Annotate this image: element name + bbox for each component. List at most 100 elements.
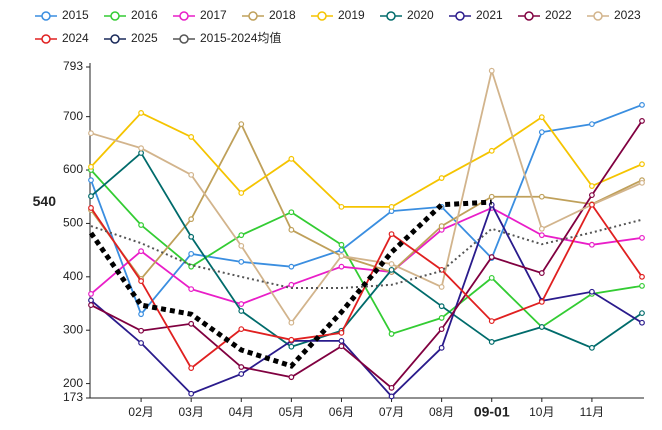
data-point: [538, 232, 545, 239]
legend-item: 2016: [104, 8, 158, 22]
legend-label: 2018: [269, 8, 296, 22]
data-point: [488, 147, 495, 154]
series-line: [90, 67, 643, 325]
data-point: [639, 234, 645, 241]
data-point: [338, 343, 345, 350]
x-tick-label: 11月: [580, 405, 604, 419]
data-point: [388, 261, 395, 267]
data-point: [538, 114, 545, 121]
current-value-label: 540: [33, 193, 57, 209]
data-point: [238, 326, 245, 333]
legend-marker: [110, 11, 120, 21]
data-point: [438, 326, 445, 333]
data-point: [138, 340, 144, 346]
data-point: [238, 308, 245, 314]
series-line: [90, 151, 643, 349]
data-point: [188, 286, 195, 292]
y-tick-label: 200: [63, 376, 83, 390]
x-tick-label: 09-01: [474, 404, 510, 420]
legend-label: 2016: [131, 8, 158, 22]
data-point: [589, 344, 595, 351]
data-point: [238, 232, 245, 239]
legend-item: 2020: [380, 8, 434, 22]
data-point: [238, 371, 245, 377]
series-line: [90, 218, 643, 290]
legend-item: 2019: [311, 8, 365, 22]
data-point: [488, 339, 495, 345]
legend-marker: [179, 34, 189, 44]
data-point: [138, 278, 144, 284]
data-point: [288, 155, 295, 162]
data-point: [88, 297, 94, 304]
data-point: [188, 134, 195, 140]
data-point: [238, 190, 245, 196]
data-point: [589, 201, 595, 208]
x-tick-label: 04月: [229, 405, 254, 419]
data-point: [88, 205, 94, 211]
data-point: [288, 263, 295, 270]
data-point: [388, 331, 395, 337]
legend-item: 2015-2024均值: [173, 30, 281, 45]
data-point: [238, 364, 245, 370]
data-point: [388, 203, 395, 210]
legend-marker: [248, 11, 258, 21]
y-tick-label: 300: [63, 322, 83, 336]
series-line: [90, 104, 643, 316]
data-point: [589, 183, 595, 189]
data-point: [488, 318, 495, 325]
legend-marker: [317, 11, 327, 21]
legend-marker: [593, 11, 603, 21]
data-point: [589, 241, 595, 248]
legend-label: 2015-2024均值: [200, 30, 281, 45]
data-point: [138, 150, 144, 156]
x-tick-label: 05月: [279, 405, 304, 419]
legend-item: 2024: [35, 31, 89, 45]
legend-marker: [41, 11, 51, 21]
data-point: [288, 319, 295, 326]
data-point: [288, 209, 295, 216]
data-point: [538, 193, 545, 200]
data-point: [288, 226, 295, 233]
data-point: [639, 102, 645, 108]
x-tick-label: 06月: [329, 405, 354, 419]
data-point: [388, 231, 395, 238]
data-point: [138, 110, 144, 116]
legend-label: 2025: [131, 31, 158, 45]
legend-item: 2015: [35, 8, 89, 22]
data-point: [288, 281, 295, 288]
data-point: [388, 384, 395, 391]
legend-label: 2024: [62, 31, 89, 45]
series-line: [88, 199, 492, 369]
legend-item: 2022: [518, 8, 572, 22]
data-point: [589, 192, 595, 199]
data-point: [388, 266, 395, 273]
y-tick-label: 500: [63, 216, 83, 230]
data-point: [188, 390, 195, 397]
legend-marker: [41, 34, 51, 44]
data-point: [188, 250, 195, 257]
data-point: [288, 336, 295, 343]
data-point: [288, 343, 295, 350]
data-point: [438, 284, 445, 290]
data-point: [88, 177, 94, 184]
data-point: [538, 225, 545, 232]
x-tick-label: 03月: [179, 405, 204, 419]
legend-label: 2015: [62, 8, 89, 22]
series-line: [90, 111, 643, 208]
series-line: [90, 122, 643, 281]
series-line: [90, 206, 643, 305]
y-tick-label: 793: [63, 59, 83, 73]
data-point: [238, 121, 245, 128]
legend-label: 2021: [476, 8, 503, 22]
data-point: [639, 179, 645, 186]
data-point: [488, 254, 495, 260]
data-point: [488, 67, 495, 74]
data-point: [538, 129, 545, 136]
data-point: [288, 374, 295, 381]
legend-label: 2017: [200, 8, 227, 22]
legend-marker: [455, 11, 465, 21]
data-point: [639, 282, 645, 289]
data-point: [238, 242, 245, 249]
legend-item: 2018: [242, 8, 296, 22]
data-point: [639, 319, 645, 326]
